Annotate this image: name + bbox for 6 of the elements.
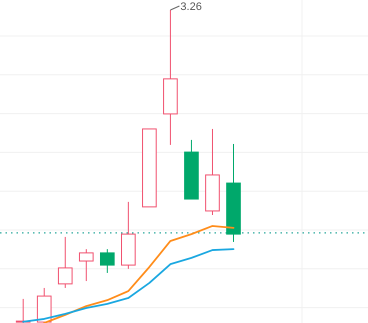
candlestick [226, 143, 241, 242]
candlestick [121, 201, 136, 270]
candlestick [78, 248, 94, 282]
annotation: 3.26 [180, 1, 202, 13]
candlestick [163, 10, 178, 146]
candlestick [100, 248, 115, 274]
